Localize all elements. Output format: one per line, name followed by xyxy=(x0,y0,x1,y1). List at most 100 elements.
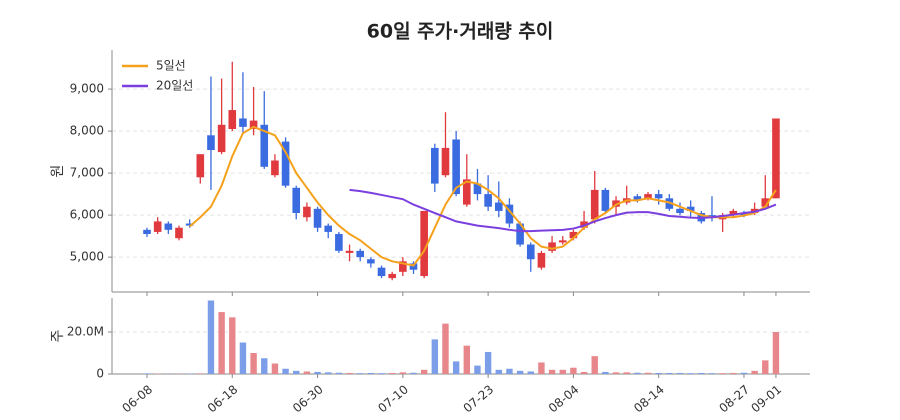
candle-body xyxy=(164,223,173,230)
volume-bar xyxy=(229,317,236,374)
candle-body xyxy=(590,189,599,220)
y-axis-label: 원 xyxy=(50,165,66,178)
volume-bar xyxy=(591,356,598,374)
x-tick-label: 07-10 xyxy=(375,382,411,415)
candle-body xyxy=(399,261,407,272)
x-tick-label: 07-23 xyxy=(461,382,497,415)
candle-body xyxy=(207,135,215,150)
volume-bar xyxy=(623,372,630,374)
candle-body xyxy=(548,242,556,251)
candle-body xyxy=(196,154,205,178)
candle-body xyxy=(228,110,237,129)
volume-bar xyxy=(239,342,247,374)
volume-bar xyxy=(719,373,726,374)
candle-body xyxy=(431,147,439,184)
volume-bar xyxy=(762,360,769,374)
volume-bar xyxy=(357,373,364,374)
volume-bar xyxy=(602,371,609,374)
volume-bar xyxy=(730,372,737,374)
x-tick-label: 06-30 xyxy=(290,382,326,415)
volume-bar xyxy=(325,372,332,374)
candle-body xyxy=(463,179,471,205)
x-tick-label: 08-27 xyxy=(716,382,752,415)
volume-bar xyxy=(538,362,545,374)
candle-body xyxy=(175,227,183,239)
x-tick-label: 08-14 xyxy=(631,382,667,415)
volume-bar xyxy=(612,372,620,374)
candle-body xyxy=(526,244,535,260)
candle-body xyxy=(217,124,226,153)
volume-bar xyxy=(452,361,460,374)
candle-body xyxy=(452,139,460,195)
volume-bar xyxy=(378,373,385,374)
volume-bar xyxy=(293,370,300,374)
volume-bar xyxy=(740,372,748,374)
volume-bar xyxy=(261,358,268,374)
volume-bar xyxy=(676,372,684,374)
volume-bar xyxy=(698,372,705,374)
volume-bar xyxy=(442,323,449,374)
volume-bar xyxy=(580,371,588,374)
candle-body xyxy=(772,118,780,199)
candle-body xyxy=(676,208,684,214)
candle-body xyxy=(356,250,364,258)
y-axis-label: 주 xyxy=(50,329,66,342)
candle-body xyxy=(484,194,492,207)
volume-bar xyxy=(335,372,343,374)
candle-body xyxy=(388,273,396,279)
candle-body xyxy=(281,141,290,186)
candle-body xyxy=(537,252,546,268)
volume-bar xyxy=(751,370,758,374)
candle-body xyxy=(409,263,418,270)
candle-body xyxy=(377,267,386,277)
x-tick-label: 09-01 xyxy=(748,382,784,415)
volume-bar xyxy=(367,372,375,374)
volume-bar xyxy=(207,300,215,374)
candle-body xyxy=(494,202,503,211)
candle-body xyxy=(729,210,738,216)
candle-body xyxy=(569,231,578,239)
candle-body xyxy=(558,240,567,243)
y-tick-label: 20.0M xyxy=(67,325,104,339)
candle-body xyxy=(260,124,269,167)
candle-body xyxy=(740,213,748,216)
candle-body xyxy=(292,187,301,214)
volume-bar xyxy=(399,372,407,374)
candle-body xyxy=(654,194,663,199)
volume-bar xyxy=(495,369,502,374)
volume-bar xyxy=(143,373,151,374)
volume-bar xyxy=(303,371,311,374)
legend-label: 5일선 xyxy=(156,59,186,73)
y-tick-label: 0 xyxy=(96,367,104,381)
volume-bar xyxy=(516,370,524,374)
volume-bar xyxy=(282,368,289,374)
volume-bar xyxy=(570,367,577,374)
candle-body xyxy=(761,198,770,207)
volume-bar xyxy=(197,373,204,374)
volume-bar xyxy=(474,365,481,374)
volume-bar xyxy=(250,353,257,374)
ma-line xyxy=(188,125,777,267)
volume-bar xyxy=(271,363,279,374)
volume-bar xyxy=(431,339,439,374)
candle-body xyxy=(249,120,258,129)
candle-body xyxy=(143,229,151,235)
candle-body xyxy=(686,206,695,211)
y-tick-label: 7,000 xyxy=(70,166,104,180)
candle-body xyxy=(644,194,652,199)
candle-body xyxy=(324,225,333,232)
candle-body xyxy=(271,160,279,176)
candle-body xyxy=(708,215,716,218)
volume-bar xyxy=(708,373,716,374)
volume-bar xyxy=(687,373,694,374)
volume-bar xyxy=(772,332,780,374)
volume-bar xyxy=(410,372,417,374)
y-tick-label: 8,000 xyxy=(70,124,104,138)
candle-body xyxy=(313,208,322,228)
candle-body xyxy=(239,118,247,127)
legend-label: 20일선 xyxy=(156,79,193,93)
volume-bar xyxy=(463,345,470,374)
candle-body xyxy=(473,183,482,195)
volume-bar xyxy=(644,372,652,374)
candle-body xyxy=(185,223,194,226)
